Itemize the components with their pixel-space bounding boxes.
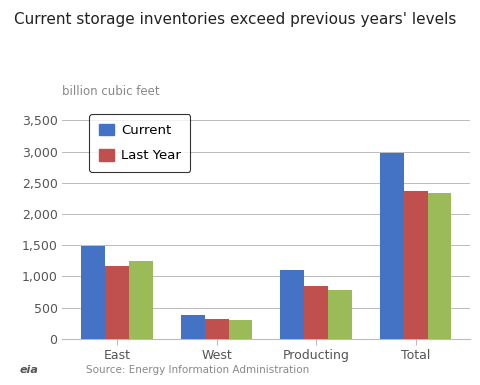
Text: eia: eia bbox=[19, 365, 38, 375]
Bar bbox=[228, 320, 252, 339]
Bar bbox=[404, 191, 428, 339]
Bar bbox=[129, 261, 153, 339]
Text: Current storage inventories exceed previous years' levels: Current storage inventories exceed previ… bbox=[14, 12, 457, 27]
Bar bbox=[380, 153, 404, 339]
Bar bbox=[81, 246, 105, 339]
Bar bbox=[304, 286, 328, 339]
Bar bbox=[428, 193, 452, 339]
Bar bbox=[105, 266, 129, 339]
Bar bbox=[328, 290, 352, 339]
Bar bbox=[204, 320, 228, 339]
Legend: Current, Last Year: Current, Last Year bbox=[89, 114, 190, 172]
Bar bbox=[280, 270, 304, 339]
Text: billion cubic feet: billion cubic feet bbox=[62, 85, 160, 98]
Bar bbox=[181, 315, 204, 339]
Text: Source: Energy Information Administration: Source: Energy Information Administratio… bbox=[86, 365, 310, 375]
